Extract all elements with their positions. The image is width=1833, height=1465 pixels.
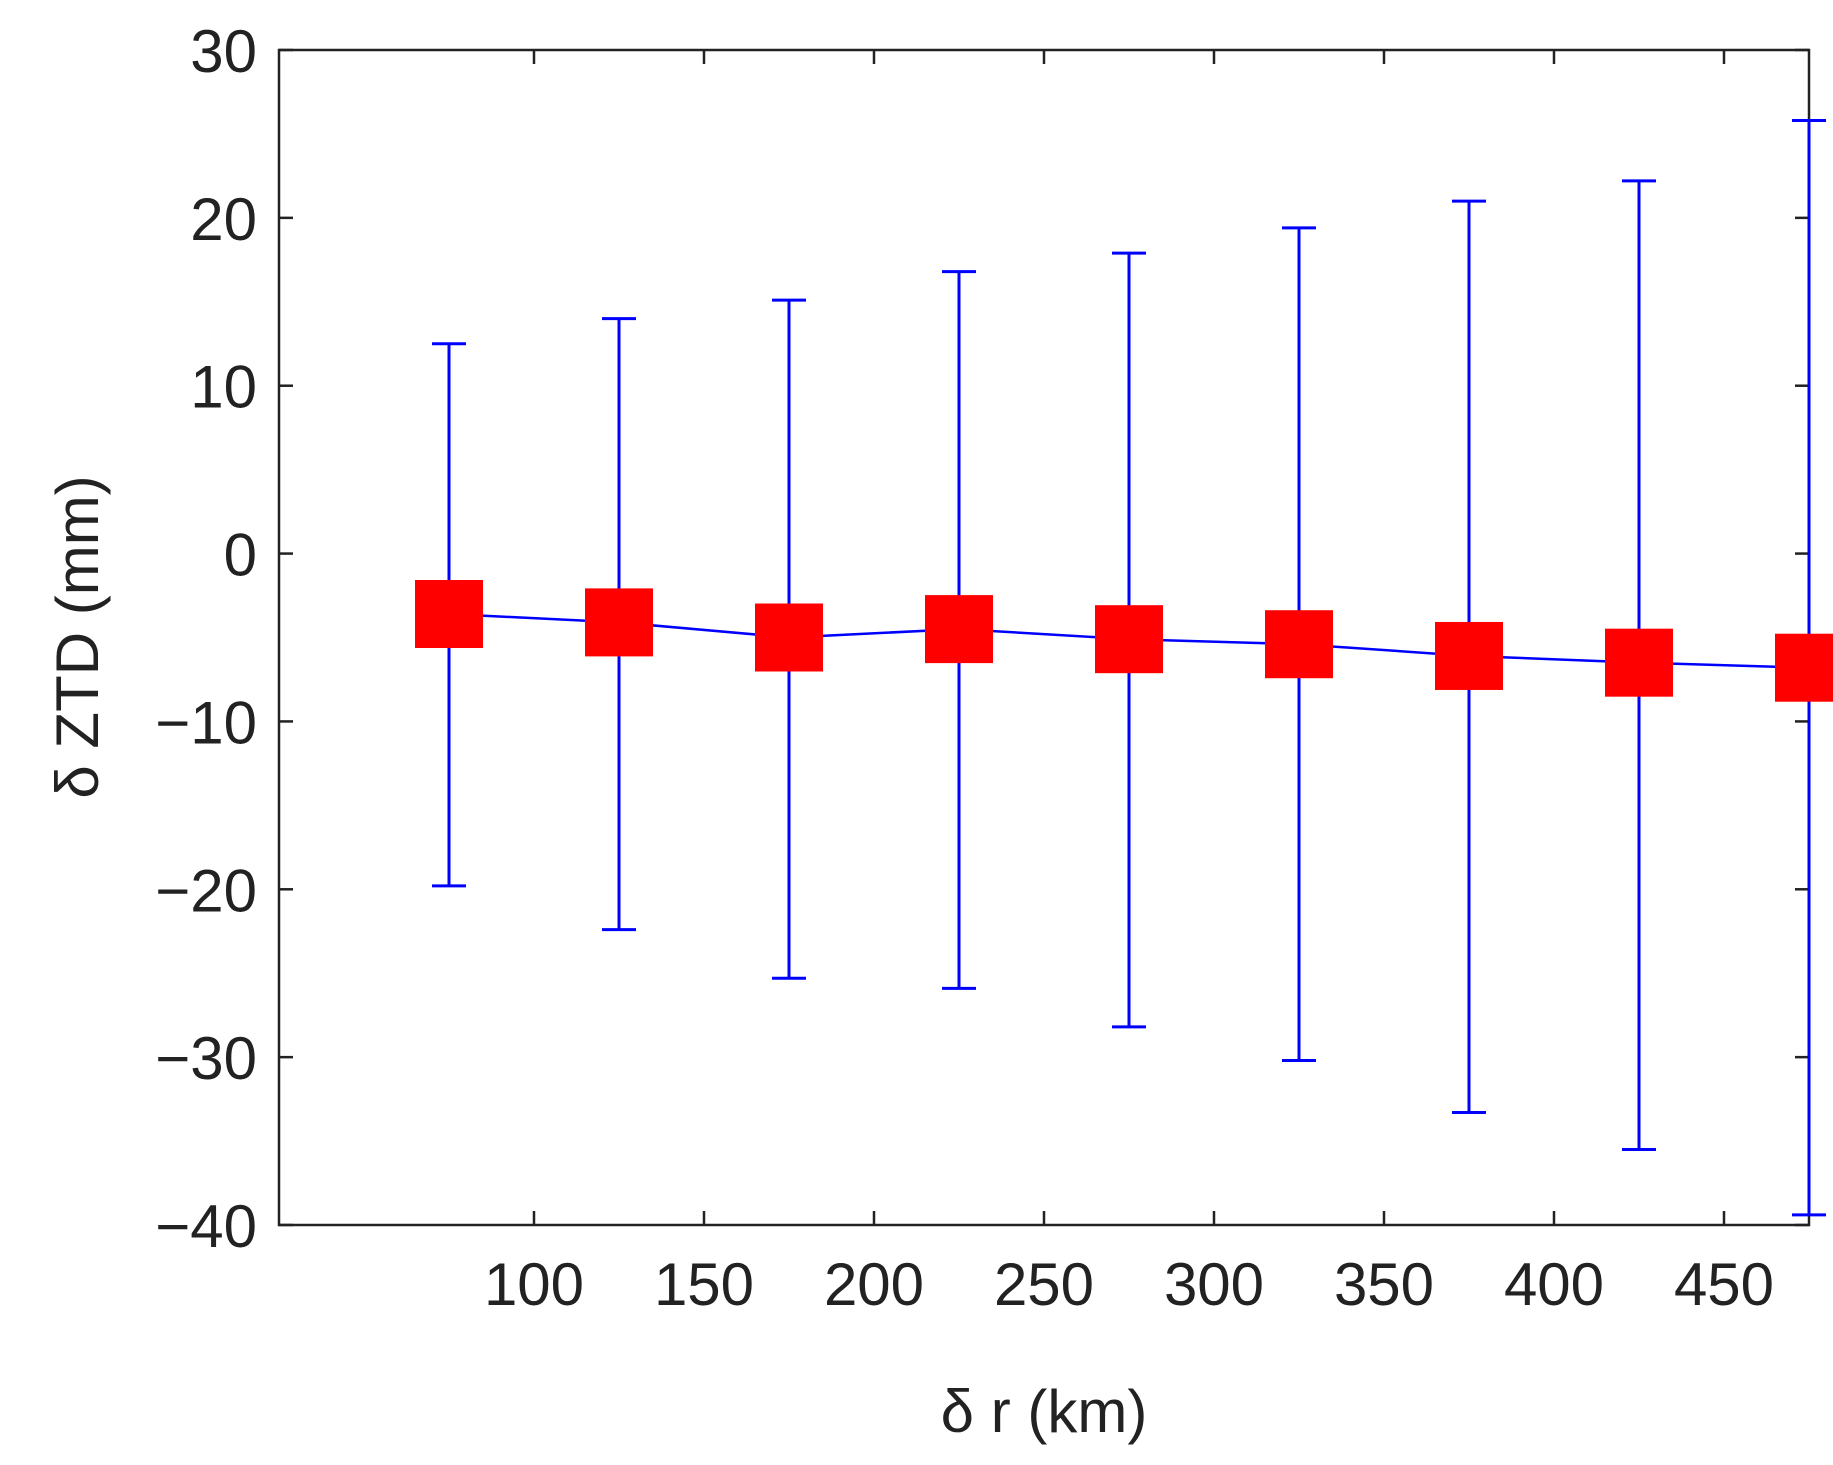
- y-tick-label-1: 20: [190, 186, 257, 253]
- x-tick-label-7: 450: [1674, 1251, 1774, 1318]
- data-markers: [415, 580, 1833, 702]
- y-axis-ticks: 30 20 10 0 −10 −20 −30 −40: [155, 18, 1809, 1260]
- x-tick-label-5: 350: [1334, 1251, 1434, 1318]
- y-axis-title: δ ZTD (mm): [44, 475, 111, 798]
- data-point-0: [415, 580, 483, 648]
- x-tick-label-1: 150: [654, 1251, 754, 1318]
- data-point-3: [925, 595, 993, 664]
- y-tick-label-4: −10: [155, 689, 257, 756]
- x-tick-label-3: 250: [994, 1251, 1094, 1318]
- x-axis-title: δ r (km): [941, 1378, 1148, 1445]
- plot-frame: [277, 48, 1811, 1227]
- x-tick-label-6: 400: [1504, 1251, 1604, 1318]
- x-tick-label-0: 100: [484, 1251, 584, 1318]
- data-point-7: [1605, 628, 1673, 697]
- data-point-6: [1435, 621, 1503, 690]
- data-point-2: [755, 603, 823, 672]
- y-tick-label-5: −20: [155, 857, 257, 924]
- data-point-1: [585, 588, 653, 657]
- x-tick-label-2: 200: [824, 1251, 924, 1318]
- data-point-4: [1095, 605, 1163, 674]
- y-tick-label-6: −30: [155, 1025, 257, 1092]
- x-axis-ticks: 100 150 200 250 300 350 400 450: [484, 50, 1774, 1318]
- data-point-8: [1775, 633, 1833, 702]
- y-tick-label-0: 30: [190, 18, 257, 85]
- x-tick-label-4: 300: [1164, 1251, 1264, 1318]
- y-tick-label-2: 10: [190, 354, 257, 421]
- y-tick-label-3: 0: [224, 522, 257, 589]
- data-point-5: [1265, 610, 1333, 679]
- y-tick-label-7: −40: [155, 1193, 257, 1260]
